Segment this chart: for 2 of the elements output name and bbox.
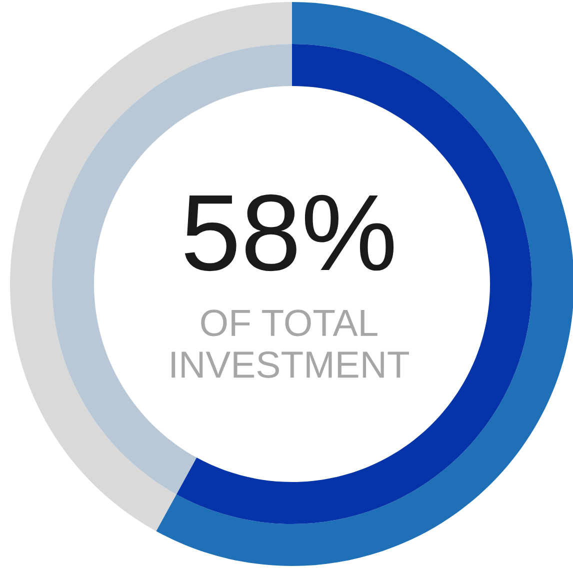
text: 58%: [184, 194, 394, 272]
text: OF TOTAL INVESTMENT: [172, 310, 409, 378]
